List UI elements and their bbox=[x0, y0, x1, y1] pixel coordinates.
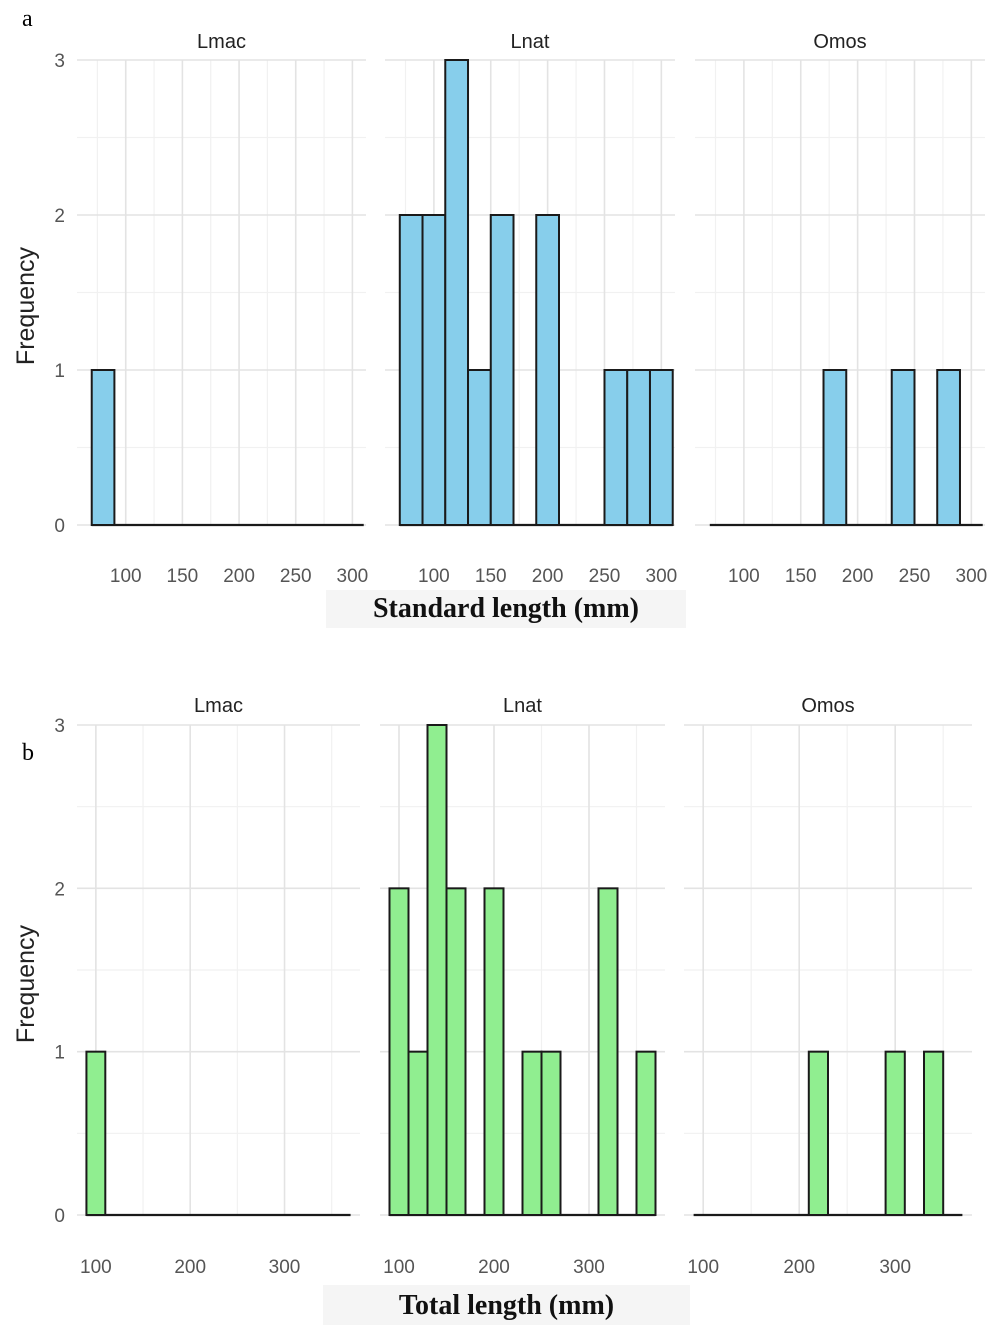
facet-strip-label: Omos bbox=[813, 31, 866, 53]
histogram-bar bbox=[521, 1050, 543, 1216]
facet-panel-lmac: 100 200 300 Lmac bbox=[77, 695, 360, 1278]
chart-b-total-length: 100 200 300 Lmac 100 200 300 Lnat 100 200 300 Omos 0… bbox=[12, 695, 972, 1325]
x-tick-label: 100 bbox=[728, 566, 760, 587]
x-axis-title: Total length (mm) bbox=[399, 1290, 614, 1321]
y-tick-label: 0 bbox=[54, 516, 65, 537]
x-tick-label: 150 bbox=[475, 566, 507, 587]
facet-strip-label: Lnat bbox=[503, 695, 542, 717]
x-tick-label: 200 bbox=[174, 1257, 206, 1278]
y-tick-label: 3 bbox=[54, 51, 65, 72]
x-tick-label: 100 bbox=[687, 1257, 719, 1278]
y-axis-title: Frequency bbox=[12, 924, 40, 1043]
x-tick-label: 300 bbox=[646, 566, 678, 587]
histogram-bar bbox=[535, 214, 560, 526]
x-tick-label: 100 bbox=[418, 566, 450, 587]
histogram-bar bbox=[407, 1050, 429, 1216]
y-tick-label: 1 bbox=[54, 1043, 65, 1064]
x-axis-title-background bbox=[323, 1285, 690, 1325]
histogram-bar bbox=[890, 369, 916, 526]
facet-strip-label: Lmac bbox=[194, 695, 243, 717]
histogram-bar bbox=[626, 369, 651, 526]
x-tick-label: 250 bbox=[589, 566, 621, 587]
histogram-bar bbox=[483, 887, 505, 1216]
histogram-bar bbox=[597, 887, 619, 1216]
x-tick-label: 200 bbox=[783, 1257, 815, 1278]
histogram-bar bbox=[603, 369, 629, 526]
histogram-bar bbox=[388, 887, 410, 1216]
x-tick-label: 100 bbox=[383, 1257, 415, 1278]
x-tick-label: 150 bbox=[167, 566, 199, 587]
x-tick-label: 200 bbox=[223, 566, 255, 587]
x-tick-label: 100 bbox=[110, 566, 142, 587]
histogram-bar bbox=[398, 214, 424, 526]
histogram-bar bbox=[923, 1050, 945, 1216]
facet-strip-label: Lnat bbox=[511, 31, 550, 53]
facet-panel-omos: 100 150 200 250 300 Omos bbox=[695, 31, 987, 587]
facet-panel-lnat: 100 200 300 Lnat bbox=[380, 695, 665, 1278]
histogram-bar bbox=[635, 1050, 657, 1216]
histogram-bar bbox=[85, 1050, 107, 1216]
histogram-bar bbox=[421, 214, 447, 526]
x-tick-label: 300 bbox=[337, 566, 369, 587]
y-tick-label: 0 bbox=[54, 1206, 65, 1227]
y-axis-title: Frequency bbox=[12, 246, 40, 365]
x-tick-label: 250 bbox=[899, 566, 931, 587]
histogram-bar bbox=[467, 369, 492, 526]
histogram-bar bbox=[90, 369, 116, 526]
x-tick-label: 200 bbox=[532, 566, 564, 587]
x-axis-title: Standard length (mm) bbox=[373, 593, 639, 624]
x-tick-label: 300 bbox=[879, 1257, 911, 1278]
histogram-bar bbox=[445, 887, 467, 1216]
x-tick-label: 200 bbox=[842, 566, 874, 587]
histogram-bar bbox=[648, 369, 674, 526]
facet-strip-label: Omos bbox=[801, 695, 854, 717]
y-tick-label: 1 bbox=[54, 361, 65, 382]
x-tick-label: 200 bbox=[478, 1257, 510, 1278]
facet-panel-lnat: 100 150 200 250 300 Lnat bbox=[385, 31, 677, 587]
y-tick-label: 3 bbox=[54, 716, 65, 737]
facet-strip-label: Lmac bbox=[197, 31, 246, 53]
histogram-bar bbox=[444, 59, 470, 526]
x-axis-title-background bbox=[326, 590, 686, 628]
histogram-bar bbox=[884, 1050, 906, 1216]
histogram-bar bbox=[807, 1050, 829, 1216]
histogram-bar bbox=[426, 724, 448, 1216]
x-tick-label: 250 bbox=[280, 566, 312, 587]
y-tick-label: 2 bbox=[54, 879, 65, 900]
panel-label-b: b bbox=[22, 740, 34, 766]
histogram-bar bbox=[489, 214, 515, 526]
x-tick-label: 150 bbox=[785, 566, 817, 587]
x-tick-label: 300 bbox=[269, 1257, 301, 1278]
y-tick-label: 2 bbox=[54, 206, 65, 227]
panel-label-a: a bbox=[22, 6, 33, 32]
x-tick-label: 100 bbox=[80, 1257, 112, 1278]
histogram-bar bbox=[822, 369, 848, 526]
x-tick-label: 300 bbox=[956, 566, 988, 587]
histogram-bar bbox=[540, 1050, 562, 1216]
facet-panel-lmac: 100 150 200 250 300 Lmac bbox=[77, 31, 368, 587]
facet-panel-omos: 100 200 300 Omos bbox=[684, 695, 972, 1278]
x-tick-label: 300 bbox=[573, 1257, 605, 1278]
histogram-bar bbox=[936, 369, 961, 526]
